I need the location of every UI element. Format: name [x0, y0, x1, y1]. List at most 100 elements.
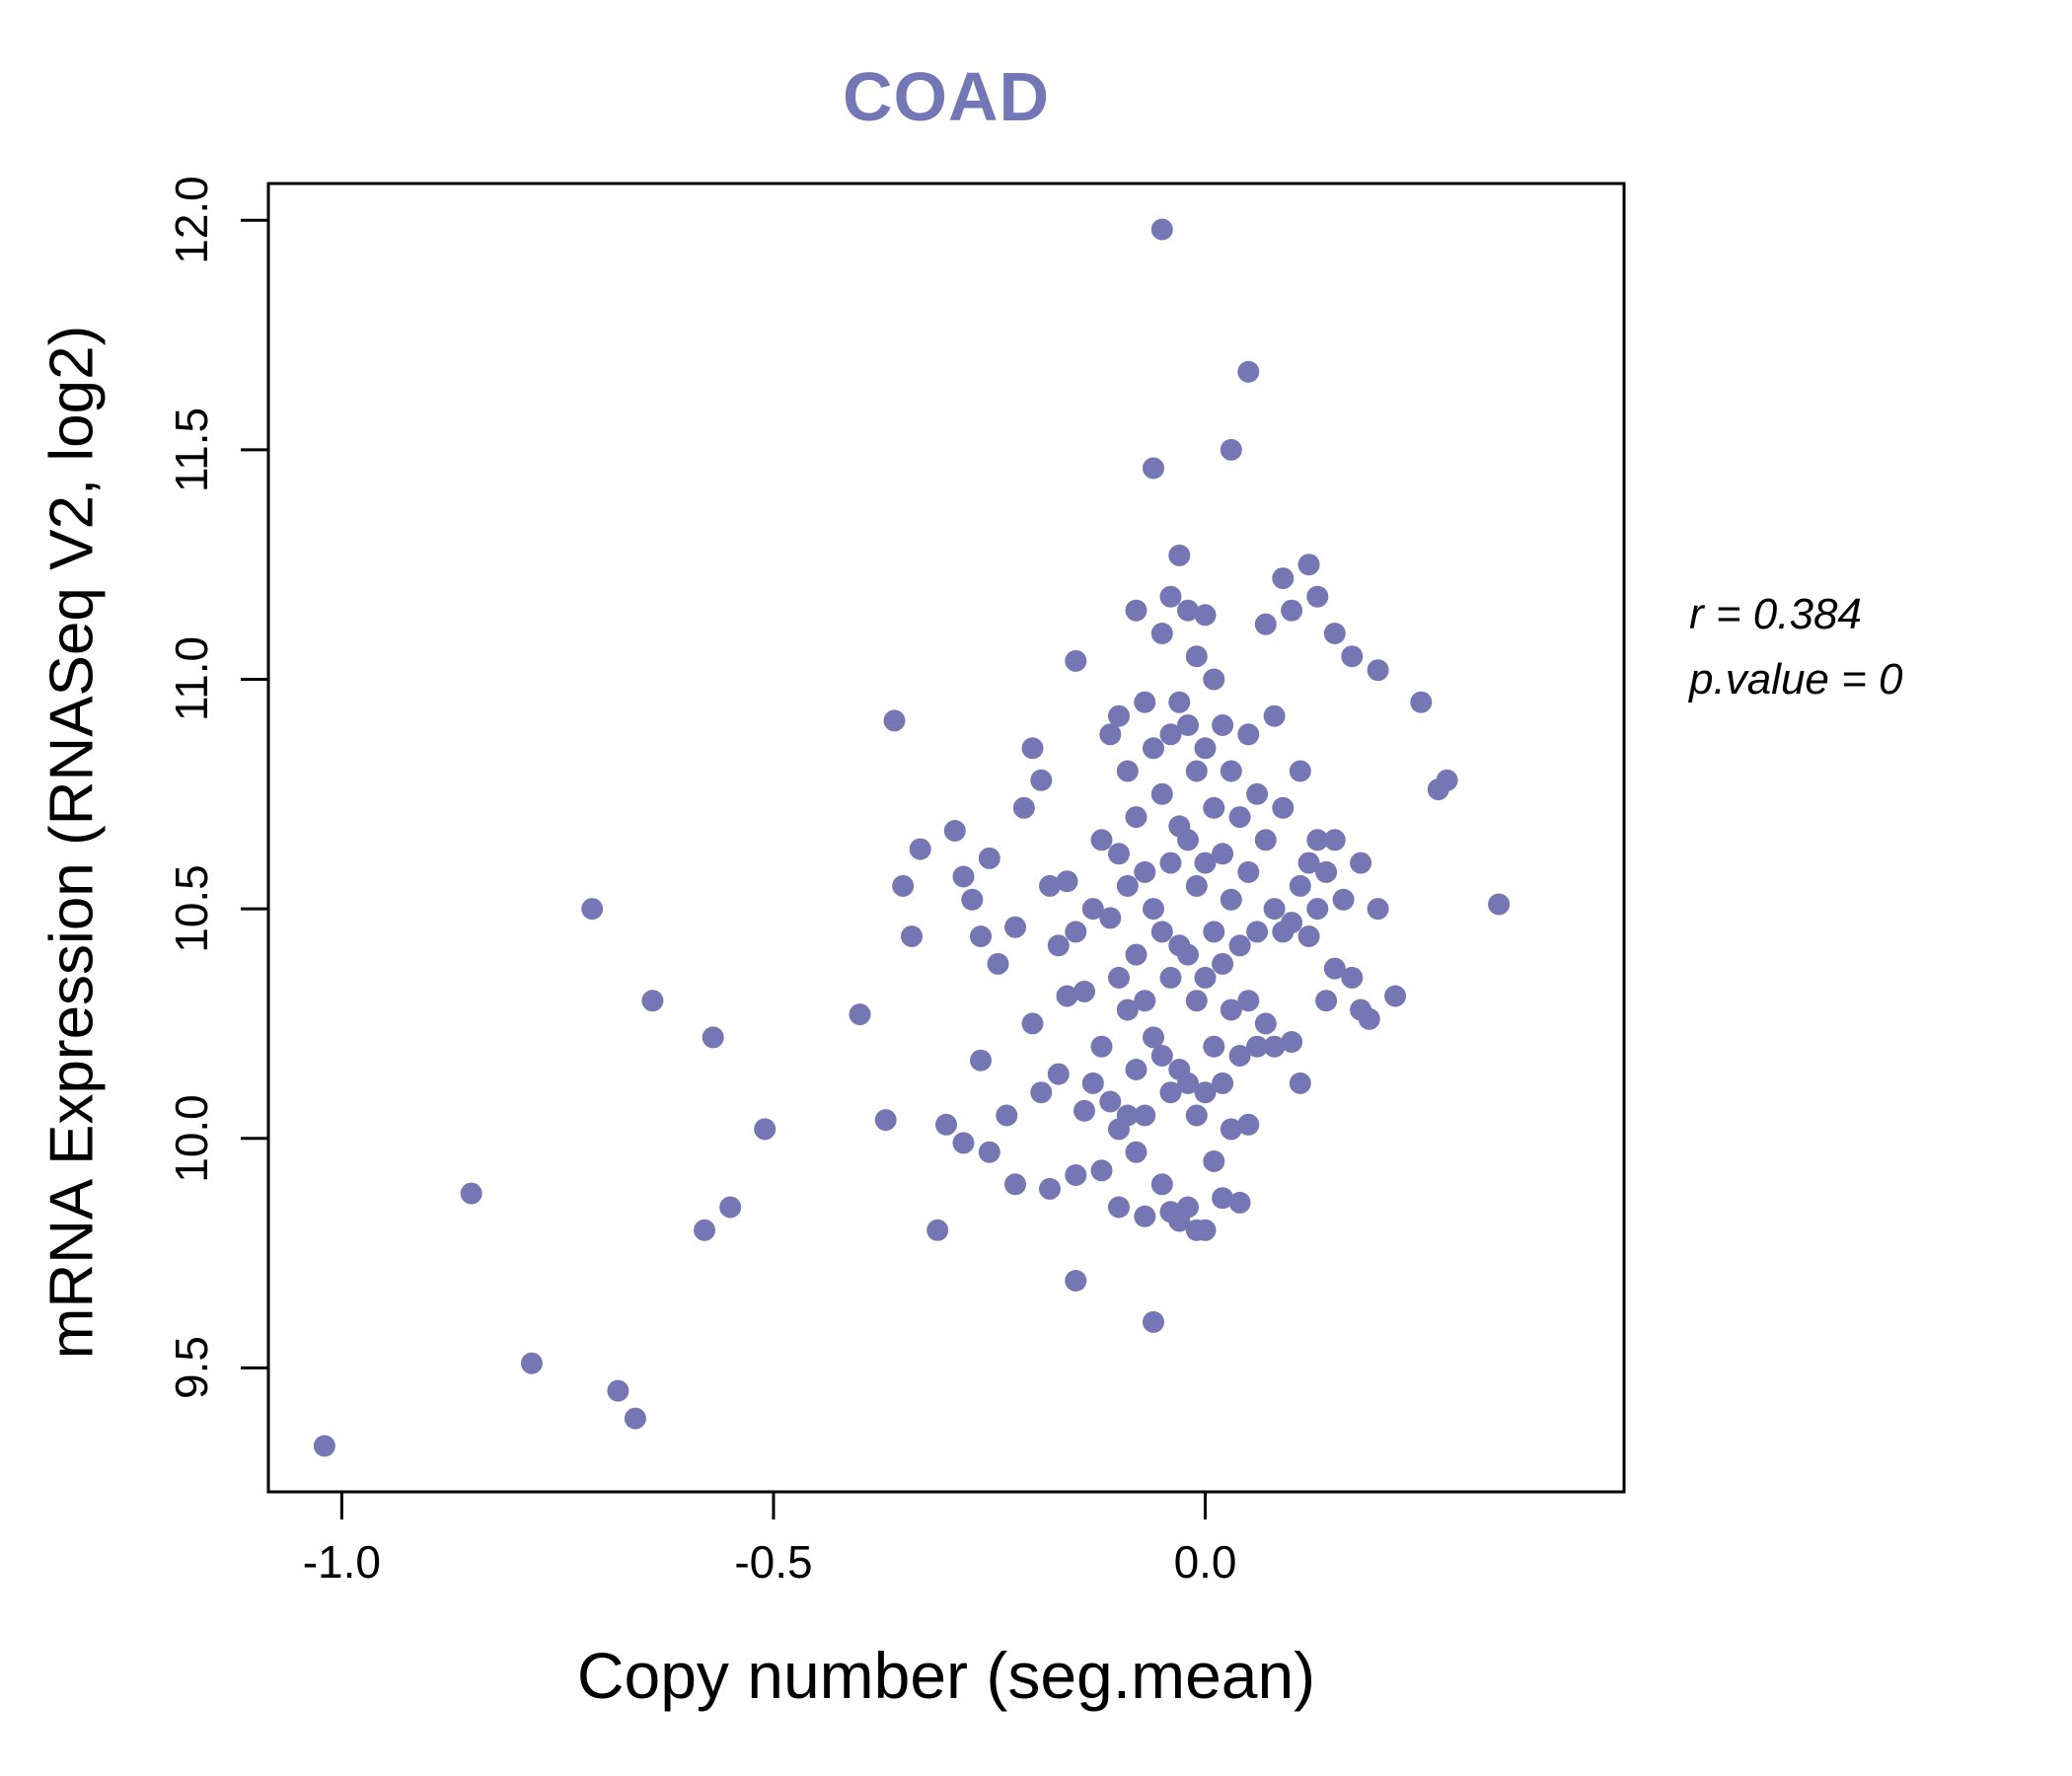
scatter-point	[719, 1196, 742, 1219]
scatter-point	[1220, 760, 1242, 782]
scatter-point	[1281, 912, 1303, 934]
scatter-point	[1073, 980, 1095, 1002]
scatter-point	[1134, 691, 1156, 713]
y-tick-label: 10.0	[166, 1093, 217, 1183]
scatter-point	[702, 1026, 724, 1049]
scatter-point	[1289, 1072, 1311, 1094]
scatter-point	[1150, 1173, 1173, 1196]
scatter-point	[883, 709, 906, 732]
y-tick-label: 11.0	[166, 636, 217, 722]
chart-title: COAD	[842, 58, 1051, 135]
y-axis-label: mRNA Expression (RNASeq V2, log2)	[37, 325, 107, 1360]
scatter-point	[1004, 1173, 1026, 1196]
scatter-point	[1203, 668, 1225, 691]
scatter-point	[970, 925, 992, 947]
scatter-point	[1384, 985, 1407, 1007]
scatter-point	[1125, 599, 1147, 622]
scatter-point	[581, 898, 604, 921]
scatter-point	[1090, 829, 1113, 851]
scatter-point	[1228, 1191, 1251, 1214]
scatter-point	[1004, 916, 1026, 938]
scatter-point	[1237, 360, 1260, 383]
scatter-point	[1150, 218, 1173, 241]
scatter-point	[970, 1049, 992, 1072]
scatter-point	[1143, 1310, 1164, 1333]
scatter-point	[892, 874, 915, 897]
scatter-point	[1099, 723, 1122, 746]
scatter-point	[1150, 623, 1173, 644]
scatter-point	[1134, 990, 1156, 1012]
correlation-annotation: r = 0.384 p.value = 0	[1689, 582, 1903, 712]
scatter-point	[1159, 723, 1182, 746]
scatter-point	[874, 1109, 897, 1132]
scatter-point	[1228, 806, 1251, 829]
scatter-point	[1281, 1031, 1303, 1053]
scatter-point	[1099, 907, 1122, 929]
scatter-point	[1159, 966, 1182, 989]
scatter-point	[935, 1113, 957, 1136]
scatter-point	[1065, 649, 1087, 672]
scatter-point	[1177, 599, 1199, 622]
scatter-point	[1332, 888, 1355, 911]
scatter-point	[1237, 860, 1260, 883]
scatter-point	[909, 838, 931, 860]
scatter-point	[1143, 737, 1164, 760]
scatter-point	[1220, 888, 1242, 911]
scatter-point	[1212, 714, 1234, 736]
scatter-point	[1315, 990, 1338, 1012]
scatter-point	[1177, 829, 1199, 851]
scatter-point	[1272, 796, 1295, 819]
scatter-point	[460, 1182, 482, 1205]
scatter-point	[1220, 1118, 1242, 1141]
scatter-point	[1237, 990, 1260, 1012]
scatter-point	[1159, 1081, 1182, 1104]
scatter-point	[1099, 1090, 1122, 1113]
scatter-point	[1289, 760, 1311, 782]
scatter-point	[1168, 691, 1191, 713]
scatter-point	[1203, 921, 1225, 943]
scatter-point	[1065, 921, 1087, 943]
scatter-point	[901, 925, 923, 947]
scatter-point	[1237, 723, 1260, 746]
scatter-point	[1323, 623, 1346, 644]
scatter-point	[849, 1003, 871, 1026]
scatter-point	[1125, 806, 1147, 829]
scatter-point	[1194, 851, 1217, 874]
scatter-point	[1134, 1104, 1156, 1127]
scatter-point	[1297, 925, 1320, 947]
scatter-point	[952, 865, 975, 888]
scatter-point	[1185, 990, 1208, 1012]
scatter-point	[754, 1118, 777, 1141]
scatter-point	[520, 1352, 543, 1374]
y-tick-label: 10.5	[166, 864, 217, 953]
scatter-point	[1237, 1113, 1260, 1136]
y-tick-label: 11.5	[166, 407, 217, 492]
scatter-point	[1134, 1205, 1156, 1227]
scatter-point	[1246, 782, 1269, 805]
scatter-point	[1194, 1081, 1217, 1104]
scatter-point	[1090, 1159, 1113, 1182]
scatter-point	[978, 847, 1000, 869]
scatter-point	[1212, 1072, 1234, 1094]
scatter-point	[1073, 1099, 1095, 1122]
scatter-point	[1350, 851, 1372, 874]
scatter-point	[1228, 1045, 1251, 1067]
scatter-point	[313, 1435, 335, 1457]
scatter-point	[1297, 851, 1320, 874]
scatter-point	[1177, 943, 1199, 966]
scatter-point	[1194, 966, 1217, 989]
scatter-point	[1150, 1045, 1173, 1067]
scatter-point	[1272, 567, 1295, 590]
scatter-point	[1159, 585, 1182, 608]
scatter-point	[1108, 966, 1130, 989]
scatter-point	[1436, 769, 1458, 791]
scatter-point	[1116, 999, 1139, 1021]
scatter-point	[1030, 769, 1053, 791]
scatter-point	[1143, 898, 1164, 921]
scatter-point	[943, 820, 966, 842]
scatter-point	[1143, 1026, 1164, 1049]
scatter-point	[1039, 874, 1061, 897]
y-tick-label: 9.5	[166, 1336, 217, 1400]
scatter-point	[1056, 985, 1078, 1007]
